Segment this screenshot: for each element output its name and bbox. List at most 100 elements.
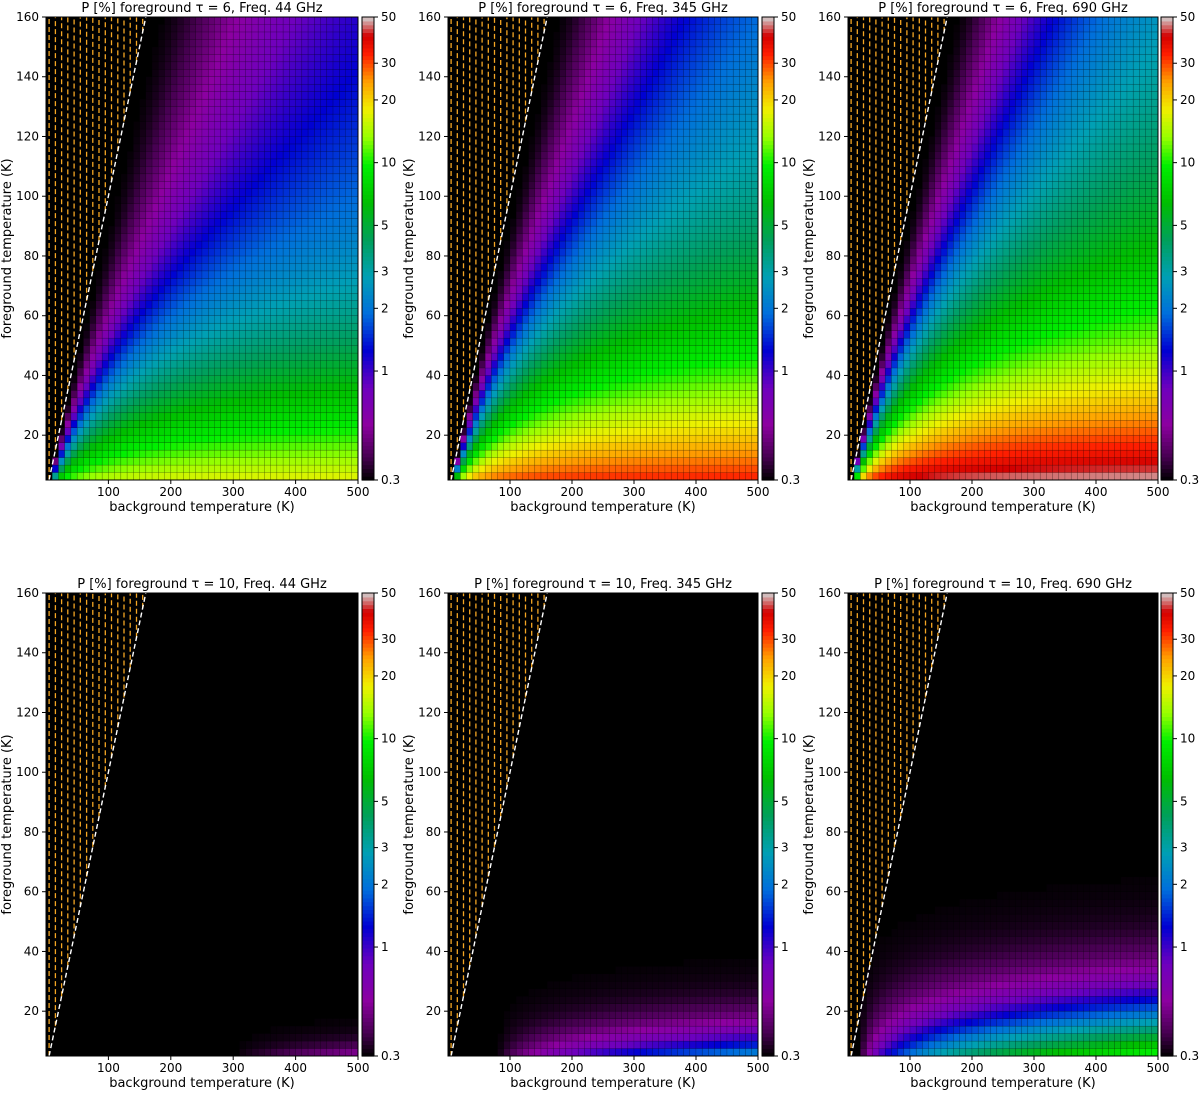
heatmap-cell bbox=[701, 24, 709, 33]
heatmap-cell bbox=[528, 263, 536, 272]
colorbar-tick-label: 0.3 bbox=[381, 473, 400, 487]
heatmap-cell bbox=[176, 166, 184, 175]
heatmap-cell bbox=[145, 121, 153, 130]
heatmap-cell bbox=[201, 91, 209, 100]
heatmap-cell bbox=[270, 375, 278, 384]
heatmap-cell bbox=[528, 233, 536, 242]
heatmap-cell bbox=[295, 330, 303, 339]
heatmap-cell bbox=[602, 61, 610, 70]
heatmap-cell bbox=[232, 225, 240, 234]
heatmap-cell bbox=[126, 360, 134, 369]
heatmap-cell bbox=[720, 166, 728, 175]
heatmap-cell bbox=[546, 442, 554, 451]
heatmap-cell bbox=[139, 390, 147, 399]
heatmap-cell bbox=[351, 270, 359, 279]
heatmap-cell bbox=[332, 375, 340, 384]
heatmap-cell bbox=[170, 31, 178, 40]
heatmap-cell bbox=[677, 39, 684, 48]
heatmap-cell bbox=[701, 46, 709, 55]
heatmap-cell bbox=[615, 83, 622, 92]
heatmap-cell bbox=[664, 255, 672, 264]
heatmap-cell bbox=[307, 240, 315, 249]
heatmap-cell bbox=[339, 464, 346, 473]
heatmap-cell bbox=[301, 98, 309, 107]
heatmap-cell bbox=[714, 352, 722, 361]
heatmap-cell bbox=[503, 360, 511, 369]
heatmap-cell bbox=[108, 382, 115, 391]
heatmap-cell bbox=[515, 434, 523, 443]
heatmap-cell bbox=[170, 240, 178, 249]
heatmap-cell bbox=[195, 472, 203, 481]
heatmap-cell bbox=[289, 46, 296, 55]
heatmap-cell bbox=[546, 420, 554, 428]
heatmap-cell bbox=[522, 278, 529, 287]
heatmap-cell bbox=[596, 337, 604, 346]
heatmap-cell bbox=[503, 307, 511, 316]
heatmap-cell bbox=[339, 24, 346, 33]
heatmap-cell bbox=[565, 337, 573, 346]
heatmap-cell bbox=[689, 360, 697, 369]
heatmap-cell bbox=[239, 285, 246, 294]
heatmap-cell bbox=[158, 61, 165, 70]
heatmap-cell bbox=[484, 449, 492, 458]
heatmap-cell bbox=[295, 203, 303, 212]
heatmap-cell bbox=[101, 293, 109, 302]
heatmap-cell bbox=[677, 300, 684, 309]
heatmap-cell bbox=[126, 330, 134, 339]
heatmap-cell bbox=[176, 472, 184, 481]
heatmap-cell bbox=[497, 285, 505, 294]
heatmap-cell bbox=[232, 210, 240, 219]
heatmap-cell bbox=[289, 330, 296, 339]
heatmap-cell bbox=[720, 248, 728, 257]
heatmap-cell bbox=[677, 98, 684, 107]
heatmap-cell bbox=[232, 442, 240, 451]
heatmap-cell bbox=[145, 397, 153, 406]
heatmap-cell bbox=[201, 442, 209, 451]
heatmap-cell bbox=[559, 345, 567, 354]
heatmap-cell bbox=[509, 367, 517, 376]
heatmap-cell bbox=[658, 233, 666, 242]
heatmap-cell bbox=[257, 472, 265, 481]
heatmap-cell bbox=[282, 240, 290, 249]
heatmap-cell bbox=[689, 69, 697, 77]
heatmap-cell bbox=[677, 405, 684, 414]
heatmap-cell bbox=[276, 270, 284, 279]
heatmap-cell bbox=[183, 46, 190, 55]
heatmap-cell bbox=[145, 405, 153, 414]
heatmap-cell bbox=[639, 285, 647, 294]
heatmap-cell bbox=[226, 98, 234, 107]
heatmap-cell bbox=[332, 76, 340, 85]
heatmap-cell bbox=[120, 181, 128, 190]
heatmap-cell bbox=[621, 16, 629, 25]
heatmap-cell bbox=[584, 143, 591, 152]
heatmap-cell bbox=[689, 210, 697, 219]
heatmap-cell bbox=[289, 240, 296, 249]
heatmap-cell bbox=[320, 472, 328, 481]
heatmap-cell bbox=[326, 457, 334, 466]
heatmap-cell bbox=[528, 218, 536, 227]
heatmap-cell bbox=[646, 218, 653, 227]
heatmap-cell bbox=[695, 188, 703, 197]
heatmap-cell bbox=[497, 375, 505, 384]
heatmap-cell bbox=[627, 330, 635, 339]
heatmap-cell bbox=[133, 218, 140, 227]
heatmap-cell bbox=[664, 16, 672, 25]
heatmap-cell bbox=[708, 106, 715, 115]
heatmap-cell bbox=[239, 195, 246, 204]
heatmap-cell bbox=[245, 285, 253, 294]
heatmap-cell bbox=[615, 195, 622, 204]
heatmap-cell bbox=[683, 136, 691, 145]
heatmap-cell bbox=[158, 113, 165, 122]
heatmap-cell bbox=[720, 16, 728, 25]
heatmap-cell bbox=[590, 322, 598, 331]
heatmap-cell bbox=[108, 330, 115, 339]
heatmap-cell bbox=[509, 285, 517, 294]
heatmap-cell bbox=[232, 255, 240, 264]
heatmap-cell bbox=[732, 367, 740, 376]
heatmap-cell bbox=[577, 46, 585, 55]
heatmap-cell bbox=[239, 181, 246, 190]
heatmap-cell bbox=[251, 300, 259, 309]
heatmap-cell bbox=[615, 76, 622, 85]
heatmap-cell bbox=[170, 151, 178, 160]
heatmap-cell bbox=[701, 61, 709, 70]
